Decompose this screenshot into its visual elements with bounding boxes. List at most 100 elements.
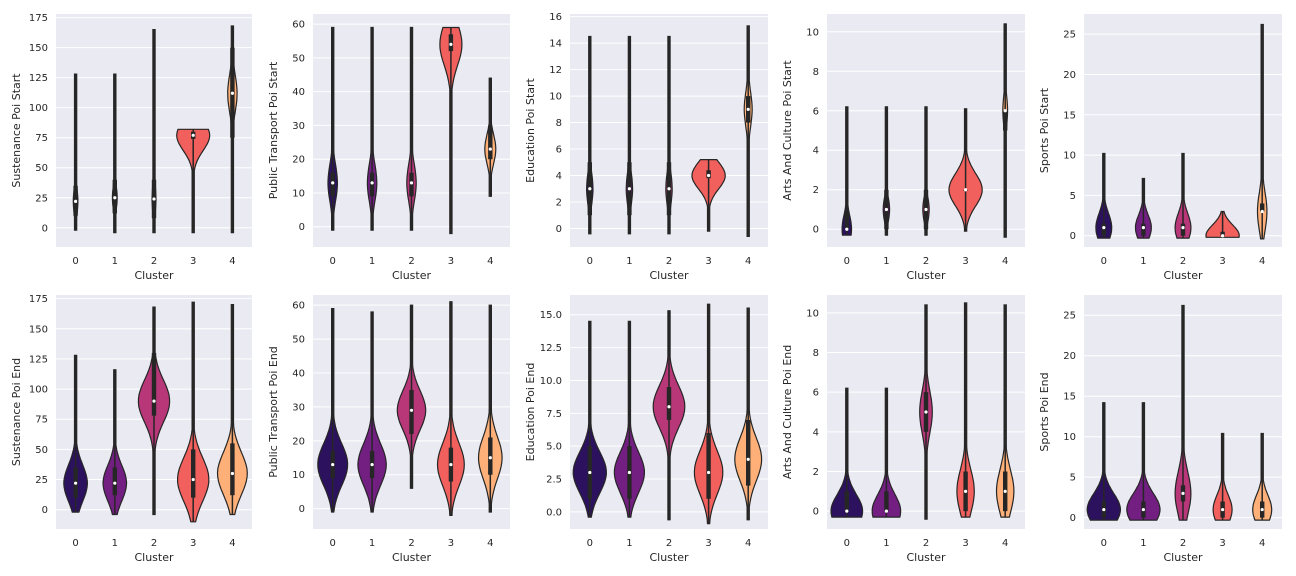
median-dot [113, 196, 117, 200]
median-dot [1221, 507, 1225, 512]
y-tick-label: 25 [1063, 30, 1076, 41]
y-tick-label: 2.5 [546, 475, 562, 486]
x-tick-label: 0 [587, 538, 593, 549]
x-axis-label: Cluster [649, 551, 689, 564]
y-tick-label: 125 [29, 354, 48, 365]
iqr-box [330, 172, 335, 197]
y-tick-label: 15 [1063, 110, 1076, 121]
violin-panel-8: 0.0 2.5 5.0 7.5 10.0 12.5 15.0 0 1 2 3 4 Cluster Educ… [524, 295, 768, 564]
x-tick-label: 2 [151, 538, 157, 549]
x-tick-label: 1 [112, 256, 118, 267]
x-tick-label: 2 [408, 538, 414, 549]
violin-panel-10: 0 5 10 15 20 25 0 1 2 3 4 Cluster Sports Poi End [1038, 295, 1282, 564]
y-tick-label: 0 [299, 222, 305, 233]
y-tick-label: 10.0 [540, 376, 562, 387]
y-tick-label: 2 [556, 197, 562, 208]
x-tick-label: 0 [1101, 256, 1107, 267]
violin-panel-4: 0 2 4 6 8 10 0 1 2 3 4 Cluster Arts And Culture Poi … [781, 14, 1025, 282]
median-dot [924, 207, 928, 212]
x-tick-label: 4 [745, 538, 751, 549]
median-dot [884, 509, 889, 513]
median-dot [1102, 226, 1106, 230]
x-tick-label: 2 [666, 538, 672, 549]
violin-panel-5: 0 5 10 15 20 25 0 1 2 3 4 Cluster Sports Poi Start [1038, 14, 1282, 282]
y-tick-label: 60 [292, 20, 305, 31]
x-tick-label: 1 [369, 256, 375, 267]
x-tick-label: 4 [229, 538, 235, 549]
median-dot [488, 147, 492, 151]
y-tick-label: 175 [29, 13, 48, 24]
x-tick-label: 0 [844, 538, 850, 549]
iqr-box [448, 34, 454, 52]
y-tick-label: 60 [292, 301, 305, 312]
median-dot [230, 91, 234, 95]
median-dot [74, 199, 78, 203]
y-tick-label: 40 [292, 87, 305, 98]
y-axis-label: Sustenance Poi End [10, 358, 23, 466]
median-dot [667, 405, 671, 409]
median-dot [627, 470, 632, 475]
x-tick-label: 0 [844, 256, 850, 267]
iqr-box [488, 125, 493, 160]
median-dot [667, 187, 671, 191]
iqr-box [666, 387, 672, 420]
median-dot [449, 462, 453, 467]
iqr-box [844, 491, 849, 512]
median-dot [409, 408, 414, 412]
y-tick-label: 10 [1063, 432, 1076, 443]
y-tick-label: 6 [556, 145, 562, 156]
x-tick-label: 2 [1180, 538, 1186, 549]
x-tick-label: 3 [705, 256, 711, 267]
y-tick-label: 0.0 [546, 507, 562, 518]
x-axis-label: Cluster [134, 269, 174, 282]
y-tick-label: 75 [35, 133, 48, 144]
iqr-box [409, 172, 414, 197]
y-tick-label: 50 [35, 163, 48, 174]
median-dot [1221, 234, 1225, 238]
violin-panel-6: 0 25 50 75 100 125 150 175 0 1 2 3 4 Cluster Sustenanc… [10, 294, 252, 564]
median-dot [707, 173, 711, 178]
y-tick-label: 10 [1063, 151, 1076, 162]
x-tick-label: 0 [1101, 538, 1107, 549]
median-dot [1260, 507, 1264, 512]
median-dot [191, 133, 195, 137]
x-tick-label: 2 [923, 538, 929, 549]
median-dot [370, 181, 374, 185]
y-tick-label: 15.0 [540, 310, 562, 321]
y-tick-label: 150 [29, 324, 48, 335]
y-tick-label: 5 [1070, 191, 1076, 202]
y-tick-label: 150 [29, 43, 48, 54]
y-tick-label: 175 [29, 294, 48, 305]
y-tick-label: 6 [813, 106, 819, 117]
x-axis-label: Cluster [649, 269, 689, 282]
y-axis-label: Arts And Culture Poi End [781, 345, 794, 480]
x-tick-label: 3 [1219, 256, 1225, 267]
y-tick-label: 10 [549, 92, 562, 103]
y-axis-label: Sustenance Poi Start [10, 73, 23, 188]
y-tick-label: 5.0 [546, 442, 562, 453]
y-tick-label: 15 [1063, 392, 1076, 403]
x-tick-label: 4 [1259, 256, 1265, 267]
median-dot [964, 489, 968, 493]
y-tick-label: 14 [549, 39, 562, 50]
iqr-box [369, 172, 375, 197]
median-dot [1260, 209, 1264, 214]
x-tick-label: 0 [587, 256, 593, 267]
x-tick-label: 1 [883, 538, 889, 549]
y-tick-label: 12 [549, 65, 562, 76]
x-tick-label: 2 [408, 256, 414, 267]
iqr-box [1220, 231, 1225, 236]
x-axis-label: Cluster [392, 551, 432, 564]
y-tick-label: 2 [813, 185, 819, 196]
iqr-box [844, 209, 849, 230]
median-dot [746, 107, 750, 111]
y-tick-label: 10 [292, 188, 305, 199]
iqr-box [230, 443, 235, 496]
y-tick-label: 10 [806, 308, 819, 319]
y-tick-label: 10 [292, 470, 305, 481]
median-dot [370, 462, 374, 467]
y-tick-label: 50 [35, 445, 48, 456]
y-axis-label: Sports Poi End [1038, 372, 1051, 451]
x-tick-label: 3 [962, 256, 968, 267]
median-dot [746, 457, 750, 461]
